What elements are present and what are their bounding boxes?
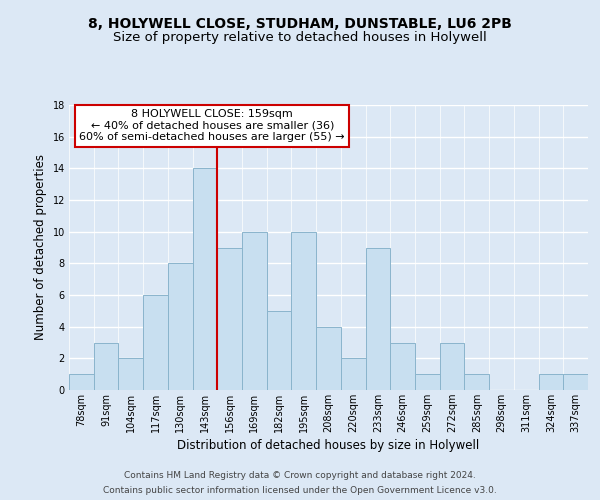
Text: Contains public sector information licensed under the Open Government Licence v3: Contains public sector information licen… xyxy=(103,486,497,495)
Bar xyxy=(365,248,390,390)
Bar xyxy=(267,311,292,390)
Bar xyxy=(292,232,316,390)
Bar xyxy=(563,374,588,390)
Text: 8 HOLYWELL CLOSE: 159sqm
← 40% of detached houses are smaller (36)
60% of semi-d: 8 HOLYWELL CLOSE: 159sqm ← 40% of detach… xyxy=(79,110,345,142)
Bar xyxy=(539,374,563,390)
Bar xyxy=(118,358,143,390)
Bar xyxy=(242,232,267,390)
Bar xyxy=(415,374,440,390)
Y-axis label: Number of detached properties: Number of detached properties xyxy=(34,154,47,340)
Bar xyxy=(193,168,217,390)
Bar xyxy=(143,295,168,390)
Bar xyxy=(390,342,415,390)
Bar xyxy=(316,326,341,390)
Bar xyxy=(94,342,118,390)
Bar xyxy=(168,264,193,390)
Text: 8, HOLYWELL CLOSE, STUDHAM, DUNSTABLE, LU6 2PB: 8, HOLYWELL CLOSE, STUDHAM, DUNSTABLE, L… xyxy=(88,18,512,32)
Bar xyxy=(69,374,94,390)
Bar xyxy=(440,342,464,390)
Bar xyxy=(341,358,365,390)
Bar xyxy=(217,248,242,390)
Bar xyxy=(464,374,489,390)
Text: Size of property relative to detached houses in Holywell: Size of property relative to detached ho… xyxy=(113,31,487,44)
Text: Contains HM Land Registry data © Crown copyright and database right 2024.: Contains HM Land Registry data © Crown c… xyxy=(124,471,476,480)
X-axis label: Distribution of detached houses by size in Holywell: Distribution of detached houses by size … xyxy=(178,439,479,452)
